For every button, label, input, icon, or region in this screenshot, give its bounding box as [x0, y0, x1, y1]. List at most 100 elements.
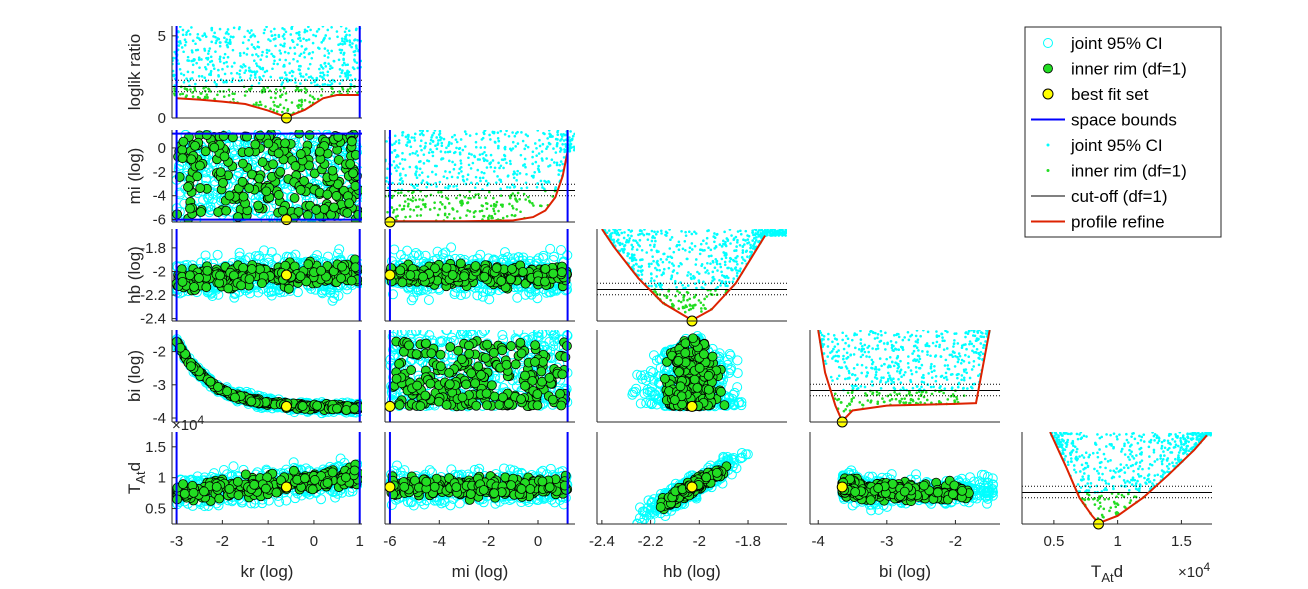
inner-rim-circle — [224, 190, 235, 201]
joint-ci-dot — [503, 133, 507, 136]
joint-ci-dot — [213, 80, 217, 84]
inner-rim-dot — [481, 204, 485, 208]
inner-rim-dot — [679, 300, 683, 304]
inner-rim-dot — [247, 88, 251, 91]
joint-ci-dot — [409, 145, 413, 149]
joint-ci-dot — [612, 241, 616, 244]
joint-ci-dot — [654, 266, 657, 270]
joint-ci-dot — [341, 69, 344, 72]
joint-ci-dot — [305, 29, 309, 33]
joint-ci-dot — [491, 130, 495, 134]
joint-ci-dot — [390, 143, 394, 147]
joint-ci-dot — [231, 77, 235, 81]
joint-ci-dot — [733, 267, 737, 270]
inner-rim-dot — [404, 215, 407, 219]
joint-ci-dot — [548, 142, 552, 146]
joint-ci-dot — [420, 181, 423, 185]
inner-rim-circle — [337, 261, 347, 272]
joint-ci-dot — [634, 262, 638, 266]
joint-ci-dot — [510, 148, 513, 152]
joint-ci-dot — [540, 150, 544, 153]
joint-ci-dot — [401, 179, 404, 183]
joint-ci-dot — [300, 44, 304, 48]
joint-ci-dot — [763, 229, 767, 232]
inner-rim-dot — [263, 90, 267, 93]
joint-ci-dot — [318, 67, 321, 71]
joint-ci-dot — [194, 48, 198, 52]
joint-ci-dot — [709, 248, 713, 252]
joint-ci-dot — [493, 140, 497, 144]
joint-ci-dot — [299, 39, 302, 43]
joint-ci-dot — [730, 234, 733, 237]
inner-rim-dot — [193, 88, 197, 92]
joint-ci-dot — [735, 274, 739, 278]
inner-rim-circle — [350, 262, 361, 273]
joint-ci-dot — [502, 166, 505, 170]
joint-ci-dot — [661, 260, 665, 264]
inner-rim-dot — [232, 97, 235, 101]
joint-ci-dot — [442, 175, 446, 178]
joint-ci-dot — [431, 140, 435, 143]
joint-ci-dot — [637, 233, 640, 237]
inner-rim-dot — [510, 213, 514, 217]
joint-ci-dot — [247, 38, 250, 42]
inner-rim-circle — [322, 189, 333, 200]
joint-ci-dot — [538, 138, 541, 142]
joint-ci-dot — [635, 241, 639, 244]
joint-ci-dot — [177, 44, 181, 47]
joint-ci-dot — [253, 59, 256, 62]
joint-ci-dot — [631, 257, 635, 261]
joint-ci-dot — [393, 134, 397, 138]
joint-ci-dot — [408, 140, 412, 144]
joint-ci-dot — [294, 81, 297, 84]
joint-ci-dot — [198, 38, 202, 42]
joint-ci-dot — [646, 238, 650, 241]
inner-rim-dot — [519, 210, 522, 214]
joint-ci-dot — [405, 143, 408, 147]
joint-ci-dot — [222, 80, 225, 84]
joint-ci-dot — [561, 162, 564, 166]
joint-ci-dot — [391, 181, 394, 185]
joint-ci-dot — [326, 28, 330, 32]
joint-ci-dot — [339, 26, 343, 28]
inner-rim-circle — [303, 259, 314, 270]
inner-rim-circle — [418, 271, 428, 282]
inner-rim-dot — [688, 303, 692, 307]
joint-ci-dot — [492, 170, 496, 173]
joint-ci-dot — [413, 139, 417, 142]
joint-ci-dot — [559, 146, 562, 150]
joint-ci-dot — [313, 79, 317, 83]
joint-ci-dot — [560, 135, 564, 138]
joint-ci-dot — [676, 271, 679, 275]
joint-ci-dot — [568, 147, 572, 150]
joint-ci-dot — [724, 256, 728, 260]
joint-ci-dot — [435, 185, 438, 188]
joint-ci-dot — [354, 28, 358, 32]
joint-ci-dot — [640, 248, 644, 252]
joint-ci-dot — [456, 176, 460, 179]
joint-ci-dot — [686, 257, 689, 261]
joint-ci-dot — [398, 173, 402, 177]
joint-ci-dot — [728, 260, 732, 263]
joint-ci-dot — [437, 133, 441, 136]
joint-ci-dot — [243, 71, 246, 75]
joint-ci-dot — [681, 247, 685, 251]
joint-ci-dot — [323, 82, 327, 86]
joint-ci-circle — [408, 292, 419, 303]
joint-ci-dot — [473, 154, 476, 158]
joint-ci-dot — [557, 173, 561, 176]
joint-ci-circle — [474, 282, 485, 293]
joint-ci-dot — [348, 39, 351, 42]
joint-ci-dot — [538, 144, 542, 148]
joint-ci-dot — [307, 26, 310, 29]
joint-ci-dot — [386, 186, 390, 190]
inner-rim-dot — [399, 191, 403, 194]
inner-rim-dot — [205, 93, 209, 96]
joint-ci-dot — [222, 56, 226, 60]
joint-ci-dot — [524, 165, 527, 169]
joint-ci-dot — [194, 82, 197, 86]
joint-ci-dot — [189, 77, 192, 81]
joint-ci-dot — [238, 72, 241, 76]
inner-rim-dot — [273, 104, 276, 107]
joint-ci-dot — [433, 130, 437, 132]
